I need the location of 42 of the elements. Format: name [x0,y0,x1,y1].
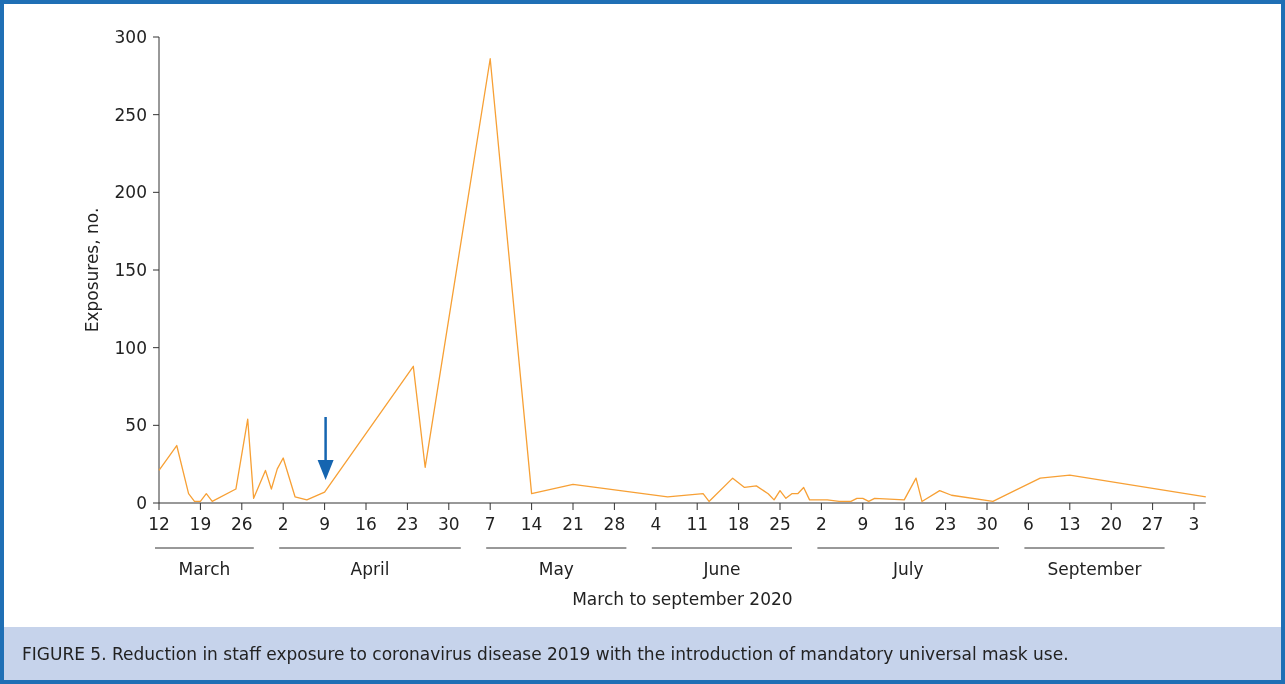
x-tick-label: 25 [769,514,791,534]
x-tick-label: 6 [1022,514,1034,534]
x-tick-label: 4 [650,514,662,534]
x-tick-label: 21 [562,514,584,534]
x-tick-label: 18 [727,514,750,534]
x-tick-label: 30 [437,514,460,534]
x-tick-label: 30 [976,514,998,534]
x-tick-label: 13 [1058,514,1081,534]
y-tick-label: 200 [114,182,147,203]
x-tick-label: 28 [603,514,626,534]
x-tick-label: 14 [520,514,543,534]
x-tick-label: 12 [148,514,170,534]
text: April [350,559,390,579]
y-tick-label: 150 [114,259,147,280]
y-tick-label: 0 [136,492,147,513]
x-tick-label: 3 [1188,514,1200,534]
x-tick-label: 2 [815,514,827,534]
y-tick-label: 250 [114,104,147,125]
y-axis-title: Exposures, no. [82,207,102,333]
x-tick-label: 23 [396,514,419,534]
y-tick-label: 100 [114,337,147,358]
x-tick-label: 27 [1141,514,1164,534]
x-tick-label: 16 [355,514,377,534]
text: May [538,559,574,579]
x-tick-label: 20 [1100,514,1123,534]
text: March [178,559,231,579]
x-tick-label: 23 [934,514,957,534]
x-axis-title: March to september 2020 [572,589,793,609]
x-tick-label: 9 [857,514,869,534]
x-tick-label: 11 [686,514,709,534]
x-tick-label: 9 [319,514,331,534]
text: September [1047,559,1142,579]
x-tick-label: 26 [230,514,253,534]
text: July [891,559,924,579]
x-tick-label: 2 [277,514,289,534]
x-tick-label: 19 [189,514,212,534]
text: June [702,559,741,579]
y-tick-label: 50 [125,415,147,436]
x-tick-label: 7 [484,514,496,534]
x-tick-label: 16 [893,514,916,534]
caption: FIGURE 5. Reduction in staff exposure to coronavirus disease 2019 with the introduction of mandatory universal mask use. [22,644,1069,664]
y-tick-label: 300 [114,26,147,47]
